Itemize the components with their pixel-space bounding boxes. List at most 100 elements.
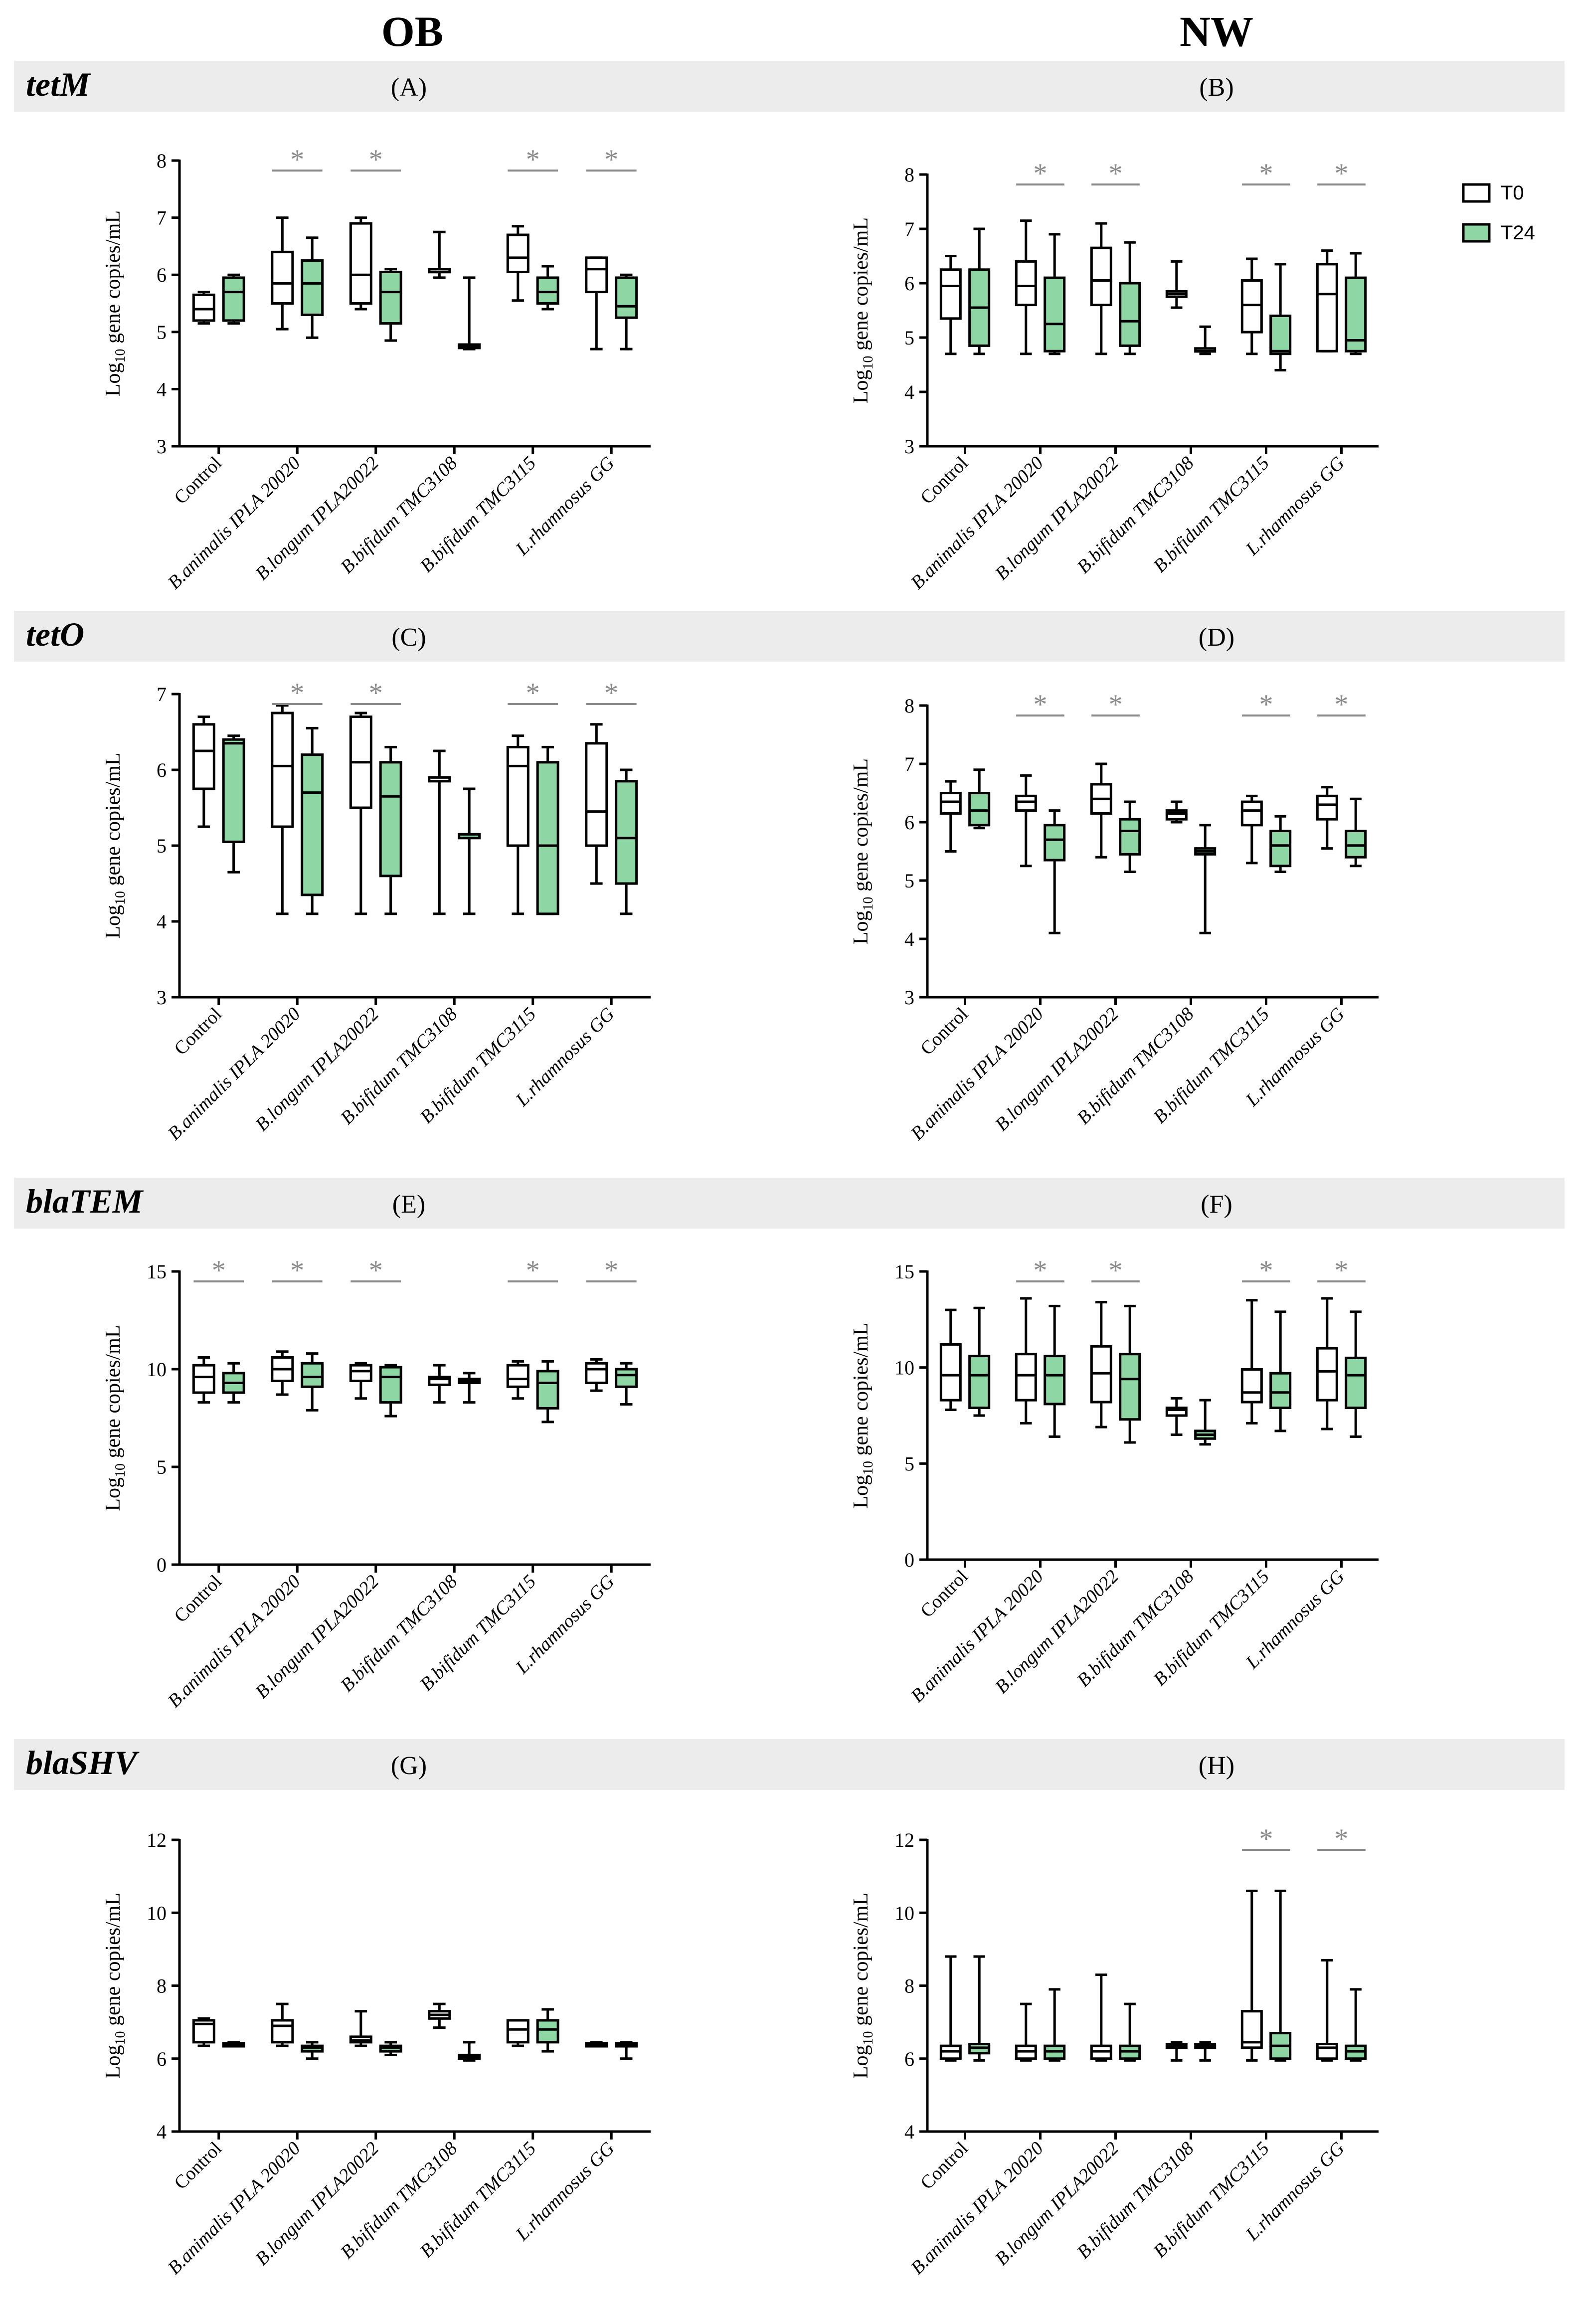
box <box>349 1364 372 1383</box>
box <box>301 259 324 316</box>
box-plot <box>1240 794 1263 865</box>
box <box>506 745 529 847</box>
box <box>585 1362 608 1384</box>
box-plot <box>458 2041 481 2062</box>
significance-marker: * <box>526 678 540 709</box>
significance-marker: * <box>290 678 304 709</box>
box-plot <box>458 787 481 915</box>
y-tick-label: 7 <box>157 207 167 229</box>
box-plot <box>536 745 559 915</box>
chart-panel: 3 4 5 6 7 8 Log10 gene copies/mL ControlB.anima… <box>850 689 1379 1144</box>
chart-panel: 0 5 10 15 Log10 gene copies/mL ControlB.anima… <box>850 1255 1379 1707</box>
box <box>222 738 245 843</box>
box <box>1165 809 1188 821</box>
box <box>1269 1372 1292 1410</box>
gene-label: blaTEM <box>26 1182 144 1220</box>
significance-marker: * <box>369 678 383 709</box>
box-plot <box>1015 219 1037 356</box>
box-plot <box>536 1360 559 1424</box>
significance-marker: * <box>1259 1823 1273 1854</box>
significance-marker: * <box>604 144 618 175</box>
box <box>301 1362 324 1388</box>
category-label: Control <box>916 2138 972 2194</box>
box-plot <box>1269 1889 1292 2062</box>
box-plot <box>1345 797 1367 868</box>
box <box>222 276 245 322</box>
significance-marker: * <box>526 1255 540 1286</box>
panel-letter: (F) <box>1201 1190 1232 1219</box>
significance-marker: * <box>604 1255 618 1286</box>
box <box>968 792 991 827</box>
box-plot <box>349 1362 372 1400</box>
y-tick-label: 6 <box>904 811 914 834</box>
box-plot <box>428 749 451 915</box>
y-axis-label: Log10 gene copies/mL <box>850 758 876 944</box>
box <box>1345 276 1367 353</box>
y-tick-label: 8 <box>904 1975 914 1997</box>
chart-panel: 0 5 10 15 Log10 gene copies/mL ControlB.anima… <box>102 1255 651 1712</box>
category-label: Control <box>916 453 972 509</box>
chart-panel: 4 6 8 10 12 Log10 gene copies/mL ControlB.anim… <box>102 1829 651 2279</box>
box-plot <box>1119 2002 1141 2062</box>
category-label: B.animalis IPLA 20020 <box>164 1571 304 1712</box>
box <box>271 2019 294 2044</box>
box-plot <box>939 255 962 356</box>
box-plot <box>192 715 215 828</box>
box-plot <box>192 291 215 325</box>
box <box>1316 794 1338 821</box>
box-plot <box>1015 774 1037 868</box>
box <box>1090 246 1112 307</box>
significance-marker: * <box>369 1255 383 1286</box>
box <box>1240 1368 1263 1404</box>
box-plot <box>301 1352 324 1412</box>
box <box>536 1370 559 1410</box>
panel-letter: (H) <box>1199 1752 1234 1780</box>
box-plot <box>192 2017 215 2047</box>
box-plot <box>615 768 638 915</box>
y-tick-label: 6 <box>904 272 914 295</box>
significance-marker: * <box>1109 158 1123 189</box>
box-plot <box>1165 1397 1188 1436</box>
category-label: B.animalis IPLA 20020 <box>164 453 304 593</box>
box-plot <box>1090 1301 1112 1429</box>
legend-label: T0 <box>1501 182 1524 204</box>
y-tick-label: 4 <box>157 910 167 933</box>
box <box>968 1355 991 1410</box>
category-label: B.longum IPLA20022 <box>991 453 1123 584</box>
gene-label: tetM <box>26 65 91 103</box>
category-label: Control <box>170 1571 226 1627</box>
box-plot <box>1044 1988 1066 2062</box>
y-tick-label: 3 <box>157 435 167 458</box>
y-tick-label: 15 <box>894 1260 914 1283</box>
legend-label: T24 <box>1501 222 1535 244</box>
y-tick-label: 12 <box>894 1829 914 1851</box>
y-tick-label: 5 <box>904 1452 914 1475</box>
significance-marker: * <box>290 144 304 175</box>
box-plot <box>1269 815 1292 873</box>
box <box>1345 830 1367 859</box>
box <box>1345 1356 1367 1410</box>
box-plot <box>968 1955 991 2062</box>
significance-marker: * <box>1335 158 1349 189</box>
y-tick-label: 10 <box>894 1902 914 1924</box>
box-plot <box>615 273 638 351</box>
box-plot <box>585 2041 608 2048</box>
box-plot <box>939 1308 962 1411</box>
y-tick-label: 10 <box>894 1357 914 1379</box>
category-label: B.animalis IPLA 20020 <box>907 2138 1048 2279</box>
box-plot <box>1316 786 1338 850</box>
significance-marker: * <box>1034 689 1048 720</box>
box-plot <box>1119 800 1141 873</box>
box <box>939 268 962 320</box>
y-tick-label: 4 <box>904 381 914 403</box>
chart-panel: 4 6 8 10 12 Log10 gene copies/mL ControlB.anim… <box>850 1823 1379 2279</box>
box-plot <box>1090 222 1112 356</box>
y-tick-label: 5 <box>157 835 167 857</box>
box-plot <box>1119 241 1141 356</box>
box-plot <box>458 276 481 351</box>
significance-marker: * <box>1259 1255 1273 1286</box>
y-tick-label: 5 <box>904 327 914 349</box>
y-axis-label: Log10 gene copies/mL <box>850 1322 876 1508</box>
significance-marker: * <box>369 144 383 175</box>
y-axis-label: Log10 gene copies/mL <box>102 752 128 938</box>
